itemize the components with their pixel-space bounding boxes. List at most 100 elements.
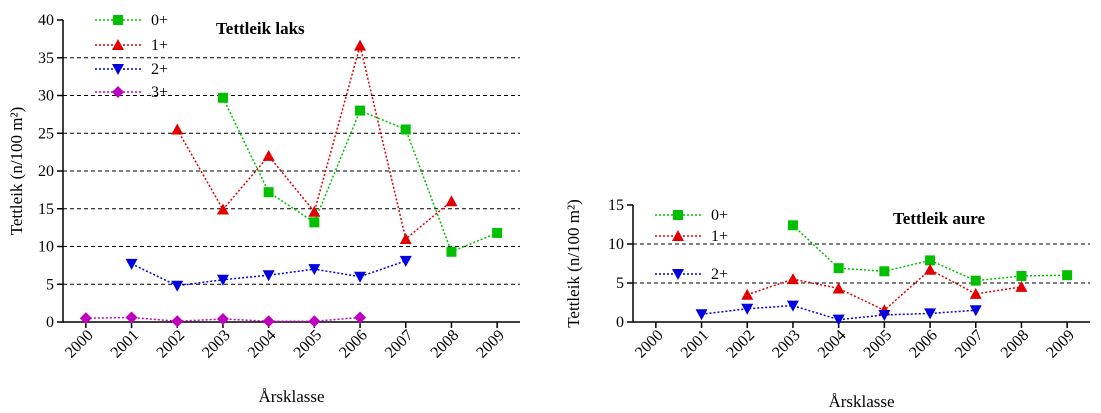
legend-label: 2+ bbox=[151, 61, 168, 78]
y-tick-label: 0 bbox=[46, 314, 54, 331]
data-point bbox=[925, 255, 936, 266]
y-tick-label: 20 bbox=[38, 163, 54, 180]
data-point bbox=[741, 303, 754, 315]
series-2 bbox=[125, 255, 412, 292]
y-tick-label: 5 bbox=[46, 276, 54, 293]
data-point bbox=[216, 274, 229, 286]
legend-label: 0+ bbox=[711, 207, 728, 224]
data-point bbox=[216, 312, 229, 325]
legend-marker bbox=[112, 39, 124, 50]
data-point bbox=[924, 263, 937, 275]
data-point bbox=[262, 270, 275, 282]
data-point bbox=[1016, 270, 1027, 281]
chart-aure: 0 5 10 15 2000 2001 2002 2003 2004 2005 2006 2007 20… bbox=[564, 197, 1090, 411]
x-tick-label: 2007 bbox=[382, 327, 417, 362]
legend-marker bbox=[113, 15, 123, 25]
data-point bbox=[1062, 270, 1073, 281]
legend-marker bbox=[673, 210, 683, 220]
y-axis-title: Tettleik (n/100 m²) bbox=[564, 199, 583, 328]
chart-title: Tettleik aure bbox=[893, 209, 986, 228]
data-point bbox=[970, 275, 981, 286]
x-tick-label: 2009 bbox=[1043, 327, 1078, 362]
legend-marker bbox=[112, 64, 124, 75]
legend-marker bbox=[672, 230, 684, 241]
data-point bbox=[969, 287, 982, 299]
x-axis-title: Årsklasse bbox=[258, 387, 324, 406]
data-point bbox=[446, 246, 457, 257]
chart-title: Tettleik laks bbox=[216, 19, 305, 38]
y-tick-label: 0 bbox=[616, 314, 624, 331]
x-tick-label: 2008 bbox=[998, 327, 1033, 362]
x-tick-label: 2005 bbox=[291, 327, 326, 362]
y-tick-label: 10 bbox=[608, 236, 624, 253]
data-point bbox=[1015, 280, 1028, 292]
data-point bbox=[217, 92, 228, 103]
data-point bbox=[786, 300, 799, 312]
data-point bbox=[355, 105, 366, 116]
data-point bbox=[125, 258, 138, 270]
legend-label: 0+ bbox=[151, 12, 168, 29]
data-point bbox=[969, 305, 982, 317]
data-point bbox=[878, 309, 891, 321]
data-point bbox=[308, 315, 321, 328]
data-point bbox=[125, 311, 138, 324]
chart-laks: 0 5 10 15 20 25 30 35 40 2000 2001 2002 2003 2004 2005… bbox=[7, 12, 520, 406]
data-point bbox=[171, 280, 184, 292]
y-axis-title: Tettleik (n/100 m²) bbox=[7, 107, 26, 236]
data-point bbox=[354, 39, 367, 51]
x-tick-label: 2002 bbox=[723, 327, 758, 362]
data-point bbox=[399, 232, 412, 244]
data-point bbox=[400, 124, 411, 135]
series-1 bbox=[171, 39, 458, 244]
data-point bbox=[308, 264, 321, 276]
data-point bbox=[216, 203, 229, 215]
legend-marker bbox=[672, 269, 684, 280]
y-tick-label: 15 bbox=[38, 201, 54, 218]
data-point bbox=[354, 311, 367, 324]
data-point bbox=[924, 308, 937, 320]
data-point bbox=[262, 149, 275, 161]
data-point bbox=[79, 312, 92, 325]
x-axis-title: Årsklasse bbox=[828, 392, 894, 411]
data-point bbox=[308, 205, 321, 217]
data-point bbox=[879, 266, 890, 277]
data-point bbox=[741, 288, 754, 300]
x-tick-label: 2002 bbox=[153, 327, 188, 362]
x-tick-label: 2008 bbox=[428, 327, 463, 362]
data-point bbox=[262, 315, 275, 328]
x-tick-label: 2003 bbox=[769, 327, 804, 362]
y-tick-label: 35 bbox=[38, 50, 54, 67]
y-tick-label: 40 bbox=[38, 12, 54, 29]
data-point bbox=[833, 263, 844, 274]
data-point bbox=[309, 217, 320, 228]
x-tick-label: 2001 bbox=[108, 327, 143, 362]
data-point bbox=[832, 314, 845, 326]
x-tick-label: 2009 bbox=[473, 327, 508, 362]
series-2 bbox=[695, 300, 982, 326]
series-3 bbox=[79, 311, 367, 328]
series-0 bbox=[217, 92, 503, 257]
legend-label: 1+ bbox=[151, 37, 168, 54]
x-tick-label: 2007 bbox=[952, 327, 987, 362]
x-tick-label: 2000 bbox=[632, 327, 667, 362]
data-point bbox=[445, 195, 458, 207]
data-point bbox=[171, 123, 184, 135]
data-point bbox=[263, 187, 274, 198]
data-point bbox=[786, 273, 799, 285]
y-tick-label: 5 bbox=[616, 275, 624, 292]
y-tick-label: 30 bbox=[38, 88, 54, 105]
y-tick-label: 15 bbox=[608, 197, 624, 214]
data-point bbox=[171, 315, 184, 328]
x-tick-label: 2006 bbox=[336, 327, 371, 362]
x-tick-label: 2004 bbox=[815, 327, 850, 362]
data-point bbox=[787, 220, 798, 231]
data-point bbox=[695, 309, 708, 321]
y-tick-label: 10 bbox=[38, 239, 54, 256]
data-point bbox=[354, 271, 367, 283]
x-tick-label: 2005 bbox=[861, 327, 896, 362]
x-tick-label: 2004 bbox=[245, 327, 280, 362]
legend-label: 2+ bbox=[711, 266, 728, 283]
x-tick-label: 2006 bbox=[906, 327, 941, 362]
data-point bbox=[492, 227, 503, 238]
legend-marker bbox=[112, 86, 124, 98]
